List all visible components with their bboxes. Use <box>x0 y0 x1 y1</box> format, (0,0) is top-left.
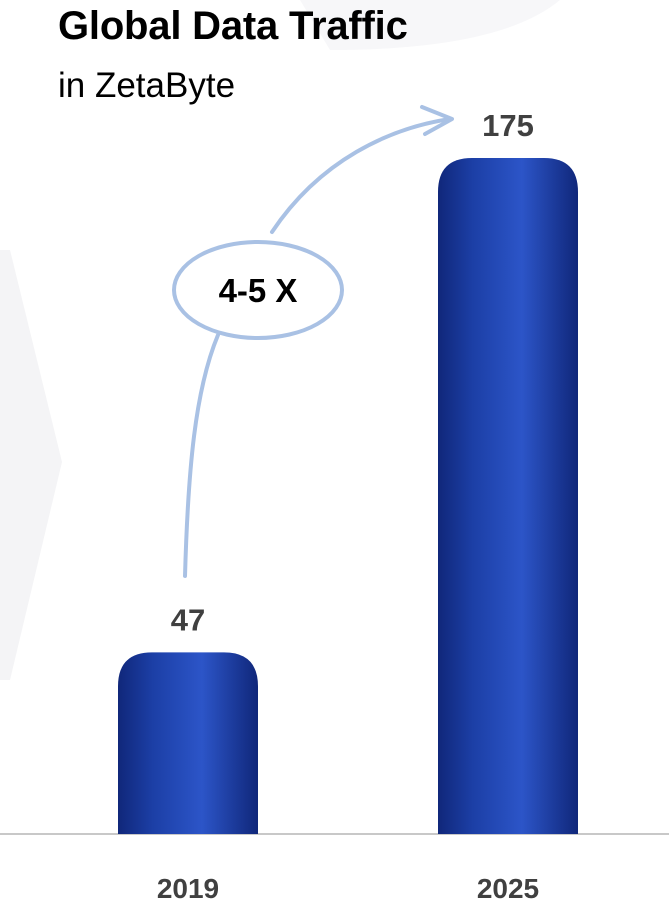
annotation-ellipse <box>172 240 344 340</box>
chart-title: Global Data Traffic <box>58 4 408 48</box>
bar-2019 <box>118 652 258 834</box>
background-top-shape <box>300 0 560 50</box>
chart-subtitle: in ZetaByte <box>58 66 236 105</box>
data-label-2019: 47 <box>171 602 205 637</box>
bar-2025 <box>438 157 578 834</box>
growth-arrow-head <box>420 105 454 136</box>
data-label-2025: 175 <box>482 108 534 143</box>
growth-arrow-line <box>183 117 452 578</box>
background-chevron-shape <box>0 250 62 680</box>
annotation-label: 4-5 X <box>219 272 298 309</box>
x-tick-label-2025: 2025 <box>477 873 539 901</box>
x-tick-label-2019: 2019 <box>157 873 219 901</box>
